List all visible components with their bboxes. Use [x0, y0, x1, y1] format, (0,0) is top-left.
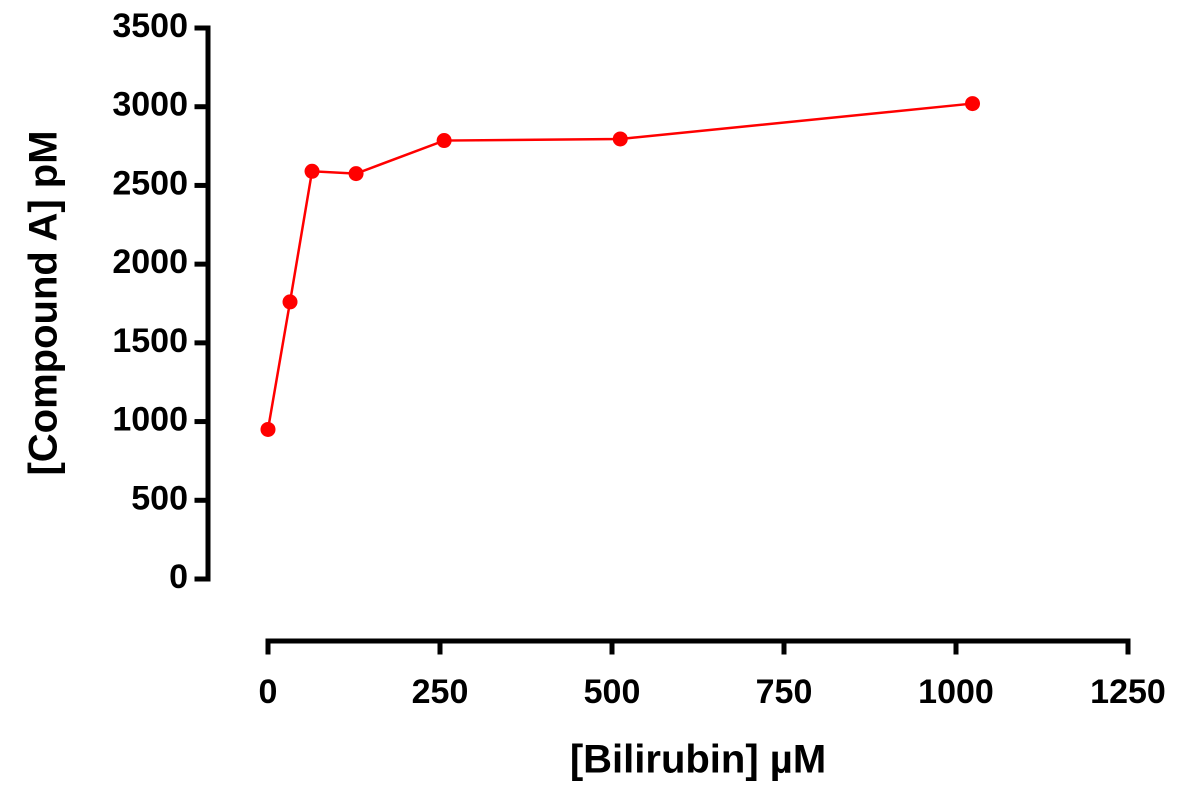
data-point	[304, 163, 320, 179]
data-line	[266, 102, 973, 430]
data-point	[282, 294, 298, 310]
y-tick-label: 2500	[112, 164, 188, 202]
x-tick-label: 0	[259, 673, 278, 711]
y-tick-label: 1000	[112, 401, 188, 439]
y-tick-label: 500	[131, 479, 188, 517]
x-tick-label: 750	[756, 673, 813, 711]
data-point	[612, 131, 628, 147]
data-point	[965, 96, 981, 112]
data-point	[348, 166, 364, 182]
y-tick-label: 1500	[112, 322, 188, 360]
y-tick-label: 2000	[112, 243, 188, 281]
x-tick-label: 250	[412, 673, 469, 711]
x-axis-title: [Bilirubin] µM	[570, 738, 826, 782]
data-point	[260, 421, 276, 437]
y-tick-label: 3500	[112, 7, 188, 45]
y-axis-title: [Compound A] pM	[22, 130, 66, 475]
x-tick-label: 1000	[918, 673, 994, 711]
y-tick-label: 0	[169, 558, 188, 596]
y-tick-label: 3000	[112, 86, 188, 124]
x-tick-label: 1250	[1090, 673, 1166, 711]
data-point	[436, 133, 452, 149]
x-tick-label: 500	[584, 673, 641, 711]
